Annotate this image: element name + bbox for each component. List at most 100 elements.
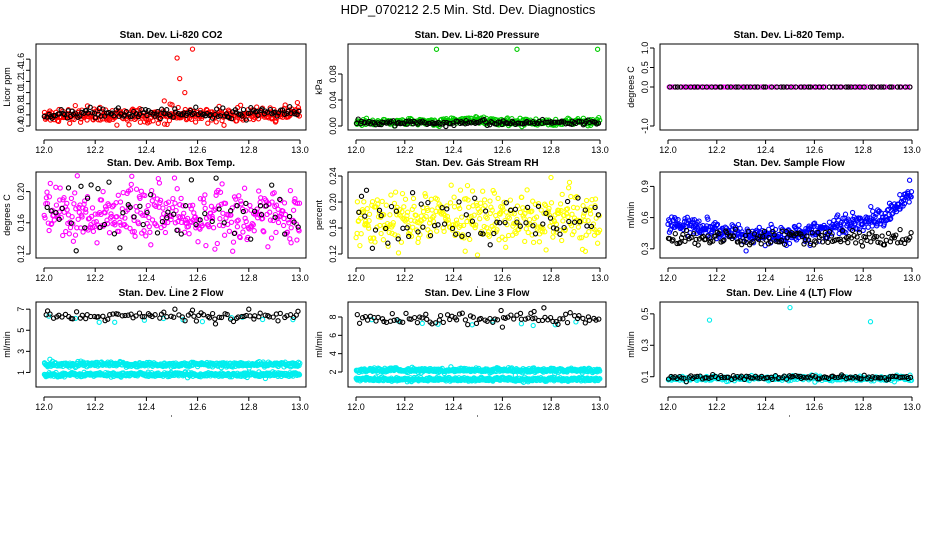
y-tick-label: 3 <box>16 349 26 354</box>
data-point <box>859 240 863 244</box>
data-point <box>261 317 265 321</box>
data-point <box>367 226 371 230</box>
data-point <box>61 233 65 237</box>
data-point <box>504 245 508 249</box>
y-axis-label: degrees C <box>2 194 12 236</box>
x-tick-label: 12.8 <box>854 402 872 412</box>
data-point <box>466 232 470 236</box>
data-point <box>209 204 213 208</box>
data-point <box>203 206 207 210</box>
data-point <box>394 190 398 194</box>
data-point <box>531 323 535 327</box>
data-point <box>173 307 177 311</box>
x-tick-label: 12.8 <box>854 145 872 155</box>
data-point <box>215 241 219 245</box>
data-point <box>149 243 153 247</box>
x-tick-label: 12.6 <box>189 145 207 155</box>
data-point <box>358 244 362 248</box>
data-point <box>239 103 243 107</box>
panel-title: Stan. Dev. Amb. Box Temp. <box>107 158 235 169</box>
data-point <box>532 240 536 244</box>
data-point <box>203 212 207 216</box>
y-tick-label: -1.0 <box>640 118 650 134</box>
data-point <box>537 240 541 244</box>
data-point <box>389 205 393 209</box>
data-point <box>223 233 227 237</box>
x-tick-label: 12.4 <box>757 402 775 412</box>
data-point <box>95 241 99 245</box>
points-layer <box>354 306 602 385</box>
outlier-point <box>744 249 748 253</box>
data-point <box>180 315 184 319</box>
data-point <box>236 218 240 222</box>
x-tick-label: 12.2 <box>708 145 726 155</box>
x-tick-label: 12.2 <box>396 273 414 283</box>
data-point <box>90 206 94 210</box>
data-point <box>854 241 858 245</box>
y-axis-label: Licor ppm <box>2 67 12 107</box>
data-point <box>118 200 122 204</box>
data-point <box>581 316 585 320</box>
y-tick-label: 5 <box>16 328 26 333</box>
data-point <box>487 230 491 234</box>
x-tick-label: 12.4 <box>138 145 156 155</box>
series-cyan-upper <box>42 357 302 370</box>
data-point <box>69 196 73 200</box>
data-point <box>426 201 430 205</box>
data-point <box>381 238 385 242</box>
data-point <box>534 259 538 263</box>
outlier-point <box>542 306 546 310</box>
data-point <box>150 189 154 193</box>
data-point <box>364 188 368 192</box>
data-point <box>283 212 287 216</box>
outlier-point <box>434 47 438 51</box>
data-point <box>411 196 415 200</box>
data-point <box>488 243 492 247</box>
data-point <box>74 249 78 253</box>
data-point <box>673 232 677 236</box>
y-tick-label: 0.1 <box>640 370 650 383</box>
data-point <box>130 174 134 178</box>
y-axis-label: ml/min <box>2 331 12 358</box>
data-point <box>441 320 445 324</box>
data-point <box>759 242 763 246</box>
data-point <box>467 205 471 209</box>
data-point <box>396 251 400 255</box>
data-point <box>58 186 62 190</box>
data-point <box>129 182 133 186</box>
data-point <box>282 223 286 227</box>
data-point <box>449 183 453 187</box>
data-point <box>289 241 293 245</box>
y-tick-label: 0.5 <box>640 308 650 321</box>
panel-title: Stan. Dev. Line 3 Flow <box>425 288 530 299</box>
data-point <box>358 321 362 325</box>
x-tick-label: 12.2 <box>86 273 104 283</box>
data-point <box>424 194 428 198</box>
data-point <box>289 226 293 230</box>
y-tick-label: 1.6 <box>16 53 26 66</box>
data-point <box>194 105 198 109</box>
data-point <box>568 311 572 315</box>
data-point <box>869 205 873 209</box>
data-point <box>576 225 580 229</box>
data-point <box>457 200 461 204</box>
x-tick-label: 12.2 <box>396 402 414 412</box>
y-tick-label: 0.0 <box>640 81 650 94</box>
y-tick-label: 0.08 <box>328 65 338 83</box>
x-tick-label: 13.0 <box>903 402 921 412</box>
data-point <box>187 232 191 236</box>
x-tick-label: 13.0 <box>591 145 609 155</box>
data-point <box>75 174 79 178</box>
data-point <box>135 187 139 191</box>
data-point <box>528 218 532 222</box>
data-point <box>465 184 469 188</box>
x-tick-label: 13.0 <box>591 402 609 412</box>
data-point <box>396 237 400 241</box>
data-point <box>270 183 274 187</box>
data-point <box>551 235 555 239</box>
x-tick-label: 12.2 <box>86 145 104 155</box>
data-point <box>880 234 884 238</box>
